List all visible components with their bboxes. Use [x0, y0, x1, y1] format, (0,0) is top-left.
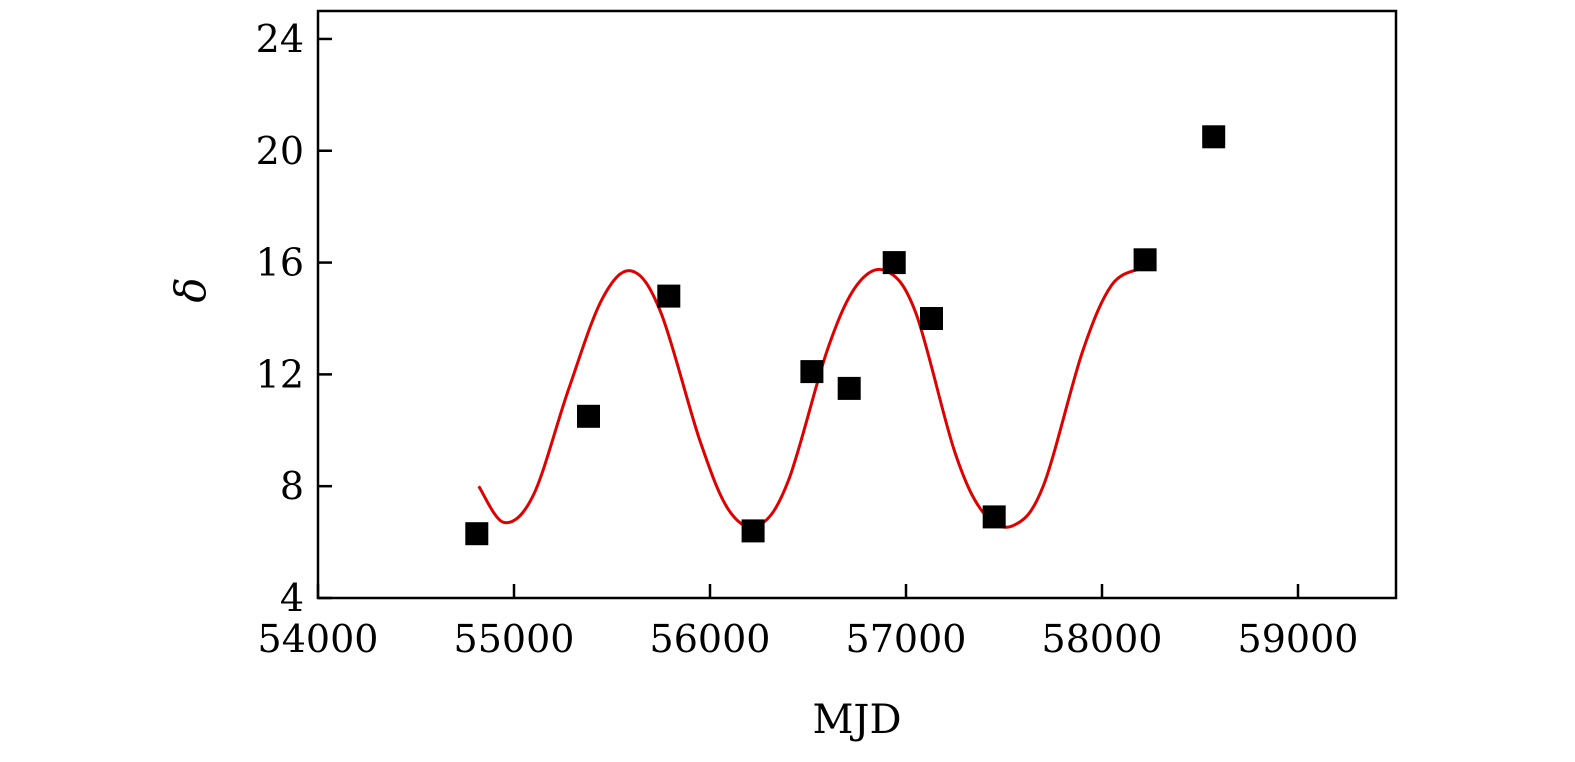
- data-point: [657, 284, 681, 308]
- y-tick-label: 4: [280, 576, 304, 620]
- data-points-layer: [465, 125, 1226, 546]
- x-tick-label: 59000: [1238, 617, 1359, 661]
- data-point: [800, 360, 824, 384]
- plot-frame: [316, 9, 1398, 600]
- y-tick-label: 24: [256, 17, 304, 61]
- y-tick-label: 16: [256, 241, 304, 285]
- y-axis-ticks: 4 8 12 16 20 24: [256, 17, 332, 620]
- y-tick-label: 8: [280, 464, 304, 508]
- fit-curve: [477, 266, 1142, 529]
- x-tick-label: 57000: [846, 617, 967, 661]
- data-point: [577, 404, 600, 428]
- x-tick-label: 54000: [258, 617, 379, 661]
- data-point: [741, 519, 765, 543]
- data-point: [882, 251, 906, 275]
- x-tick-label: 56000: [650, 617, 771, 661]
- data-point: [465, 522, 489, 546]
- y-tick-label: 12: [256, 352, 304, 396]
- data-point: [920, 307, 943, 330]
- data-point: [837, 376, 861, 400]
- y-axis-label: δ: [166, 277, 215, 302]
- x-tick-label: 58000: [1042, 617, 1163, 661]
- data-point: [1202, 125, 1226, 149]
- y-tick-label: 20: [256, 129, 304, 173]
- fit-curve-layer: [477, 266, 1142, 529]
- data-point: [1133, 248, 1157, 272]
- x-axis-label: MJD: [812, 697, 901, 743]
- x-axis-ticks: 54000 55000 56000 57000 58000 59000: [258, 584, 1359, 661]
- x-tick-label: 55000: [454, 617, 575, 661]
- data-point: [982, 505, 1006, 529]
